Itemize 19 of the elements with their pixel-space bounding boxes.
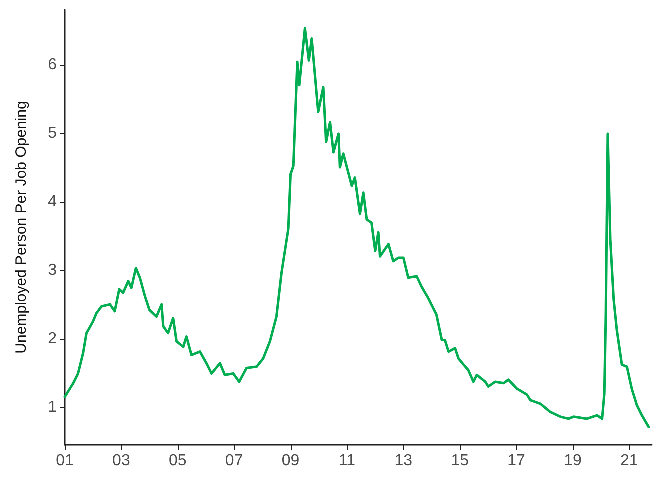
y-tick-label: 2	[48, 330, 58, 348]
y-tick-label: 6	[48, 56, 58, 74]
x-tick-label: 07	[225, 452, 244, 470]
x-tick-label: 21	[620, 452, 638, 470]
x-tick-label: 17	[508, 452, 526, 470]
x-tick-label: 15	[451, 452, 470, 470]
line-series	[64, 27, 650, 428]
x-tick-label: 19	[564, 452, 582, 470]
y-tick-label: 1	[48, 398, 58, 416]
x-tick-label: 01	[56, 452, 74, 470]
x-tick-label: 05	[168, 452, 187, 470]
y-tick-label: 4	[48, 193, 58, 210]
x-tick-label: 03	[112, 452, 130, 470]
y-axis-title: Unemployed Person Per Job Opening	[13, 101, 30, 354]
y-tick-label: 3	[48, 262, 58, 279]
x-tick-label: 13	[394, 452, 413, 470]
y-tick-label: 5	[48, 124, 58, 142]
x-tick-label: 11	[338, 452, 356, 470]
x-tick-label: 09	[282, 452, 300, 470]
